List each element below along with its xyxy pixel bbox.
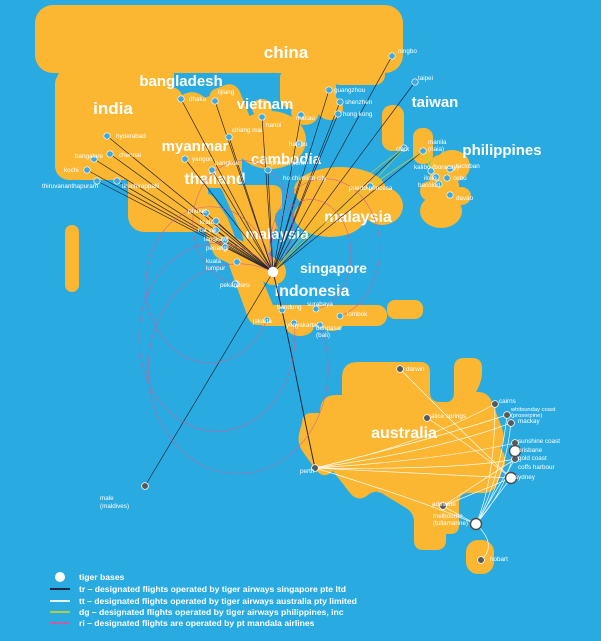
svg-text:male: male xyxy=(100,495,114,502)
svg-text:ho chi minh city: ho chi minh city xyxy=(283,175,327,182)
svg-text:bandung: bandung xyxy=(277,304,302,311)
svg-text:surabaya: surabaya xyxy=(307,301,333,308)
svg-text:iloilo: iloilo xyxy=(424,175,437,182)
svg-text:lombok: lombok xyxy=(347,311,368,318)
svg-text:(naia): (naia) xyxy=(428,146,444,153)
svg-text:hanoi: hanoi xyxy=(266,122,281,129)
svg-text:tacloban: tacloban xyxy=(456,163,480,170)
svg-text:kochi: kochi xyxy=(64,167,79,174)
svg-text:manila: manila xyxy=(428,139,447,146)
svg-text:yogyakarta: yogyakarta xyxy=(286,322,317,329)
svg-text:chennai: chennai xyxy=(119,152,141,159)
svg-text:china: china xyxy=(264,43,309,62)
svg-text:hobart: hobart xyxy=(490,556,508,563)
svg-text:mackay: mackay xyxy=(518,418,541,425)
svg-text:(bali): (bali) xyxy=(316,332,330,339)
svg-text:melbourne: melbourne xyxy=(433,513,463,520)
svg-text:indonesia: indonesia xyxy=(275,283,350,300)
svg-text:gold coast: gold coast xyxy=(518,455,547,462)
svg-text:macau: macau xyxy=(296,115,315,122)
svg-text:bangladesh: bangladesh xyxy=(139,73,222,90)
svg-text:tiruchirappalli: tiruchirappalli xyxy=(122,183,159,190)
svg-text:penang: penang xyxy=(206,245,228,252)
svg-text:tt – designated flights operat: tt – designated flights operated by tige… xyxy=(79,596,357,606)
svg-text:dg – designated flights operat: dg – designated flights operated by tige… xyxy=(79,607,344,617)
svg-text:kuala: kuala xyxy=(206,258,222,265)
svg-text:krabi: krabi xyxy=(200,219,214,226)
svg-text:hat yai: hat yai xyxy=(198,227,217,234)
svg-text:ningbo: ningbo xyxy=(398,48,417,55)
svg-text:lijiang: lijiang xyxy=(218,89,235,96)
svg-text:denpasar: denpasar xyxy=(316,325,342,332)
svg-text:thailand: thailand xyxy=(184,171,245,188)
svg-text:india: india xyxy=(93,99,133,118)
svg-text:phuket: phuket xyxy=(188,208,207,215)
svg-text:kalibo (boracay): kalibo (boracay) xyxy=(414,164,459,171)
svg-text:sunshine coast: sunshine coast xyxy=(518,438,560,445)
svg-text:shenzhen: shenzhen xyxy=(345,99,373,106)
svg-text:guangzhou: guangzhou xyxy=(334,87,366,94)
svg-text:thiruvananthapuram: thiruvananthapuram xyxy=(42,183,98,190)
svg-text:darwin: darwin xyxy=(406,366,425,373)
svg-text:hyderabad: hyderabad xyxy=(116,133,146,140)
svg-text:pekanbaru: pekanbaru xyxy=(220,282,250,289)
svg-text:hong kong: hong kong xyxy=(343,111,373,118)
svg-text:bangalore: bangalore xyxy=(75,153,104,160)
svg-text:yangon: yangon xyxy=(192,156,213,163)
svg-text:(tullamarine): (tullamarine) xyxy=(433,520,468,527)
svg-text:lumpur: lumpur xyxy=(206,265,225,272)
svg-text:alice springs: alice springs xyxy=(431,413,466,420)
svg-text:langkawi: langkawi xyxy=(204,236,229,243)
svg-text:australia: australia xyxy=(371,425,437,442)
svg-text:dhaka: dhaka xyxy=(189,96,207,103)
svg-text:phnom penh: phnom penh xyxy=(271,160,307,167)
svg-text:vietnam: vietnam xyxy=(237,96,294,113)
svg-text:myanmar: myanmar xyxy=(162,138,229,155)
svg-text:taiwan: taiwan xyxy=(412,94,459,111)
svg-text:singapore: singapore xyxy=(300,260,367,276)
svg-text:coffs harbour: coffs harbour xyxy=(518,464,555,471)
svg-text:brisbane: brisbane xyxy=(518,447,543,454)
svg-text:perth: perth xyxy=(300,468,315,475)
svg-text:tr – designated flights operat: tr – designated flights operated by tige… xyxy=(79,584,346,594)
svg-text:ri – designated flights are op: ri – designated flights are operated by … xyxy=(79,618,315,628)
svg-text:bangkok: bangkok xyxy=(215,160,240,167)
svg-text:davao: davao xyxy=(456,195,474,202)
svg-text:cairns: cairns xyxy=(499,398,516,405)
svg-text:cebu: cebu xyxy=(453,175,467,182)
svg-text:philippines: philippines xyxy=(462,142,541,159)
svg-text:chiang mai: chiang mai xyxy=(232,127,262,134)
svg-text:taipei: taipei xyxy=(418,75,433,82)
svg-text:bacolod: bacolod xyxy=(418,182,441,189)
svg-text:tiger bases: tiger bases xyxy=(79,572,125,582)
svg-text:sydney: sydney xyxy=(515,474,536,481)
svg-text:malaysia: malaysia xyxy=(324,209,392,226)
svg-text:haikou: haikou xyxy=(289,141,308,148)
svg-text:jakarta: jakarta xyxy=(252,318,272,325)
svg-text:clark: clark xyxy=(396,146,410,153)
svg-text:puerto princesa: puerto princesa xyxy=(349,185,393,192)
svg-text:adelaide: adelaide xyxy=(432,501,456,508)
svg-text:(maldives): (maldives) xyxy=(100,503,129,510)
